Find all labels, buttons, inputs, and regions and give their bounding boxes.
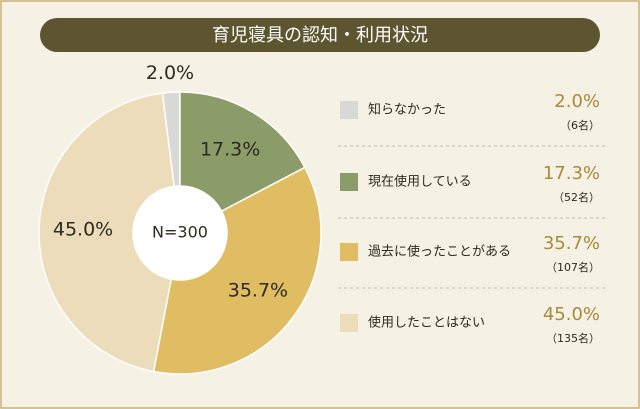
count-label: （135名）	[546, 331, 600, 345]
legend-swatch	[340, 101, 358, 119]
count-label: （6名）	[560, 118, 600, 132]
slice-label: 35.7%	[228, 279, 288, 301]
legend-swatch	[340, 314, 358, 332]
count-label: （52名）	[553, 190, 600, 204]
legend-label: 現在使用している	[368, 174, 472, 190]
slice-label: 45.0%	[53, 218, 113, 240]
legend-swatch	[340, 173, 358, 191]
legend-label: 使用したことはない	[368, 315, 485, 331]
slice-label: 2.0%	[146, 62, 194, 84]
legend-label: 過去に使ったことがある	[368, 244, 511, 260]
chart-title: 育児寝具の認知・利用状況	[212, 25, 428, 46]
value-label: 2.0%	[554, 91, 600, 112]
legend-swatch	[340, 243, 358, 261]
count-label: （107名）	[546, 260, 600, 274]
center-label: N=300	[152, 223, 208, 242]
legend-label: 知らなかった	[368, 102, 446, 118]
slice-label: 17.3%	[200, 138, 260, 160]
title-bar	[40, 18, 600, 52]
value-label: 17.3%	[543, 163, 600, 184]
value-label: 45.0%	[543, 304, 600, 325]
value-label: 35.7%	[543, 233, 600, 254]
donut-hole	[133, 186, 227, 280]
